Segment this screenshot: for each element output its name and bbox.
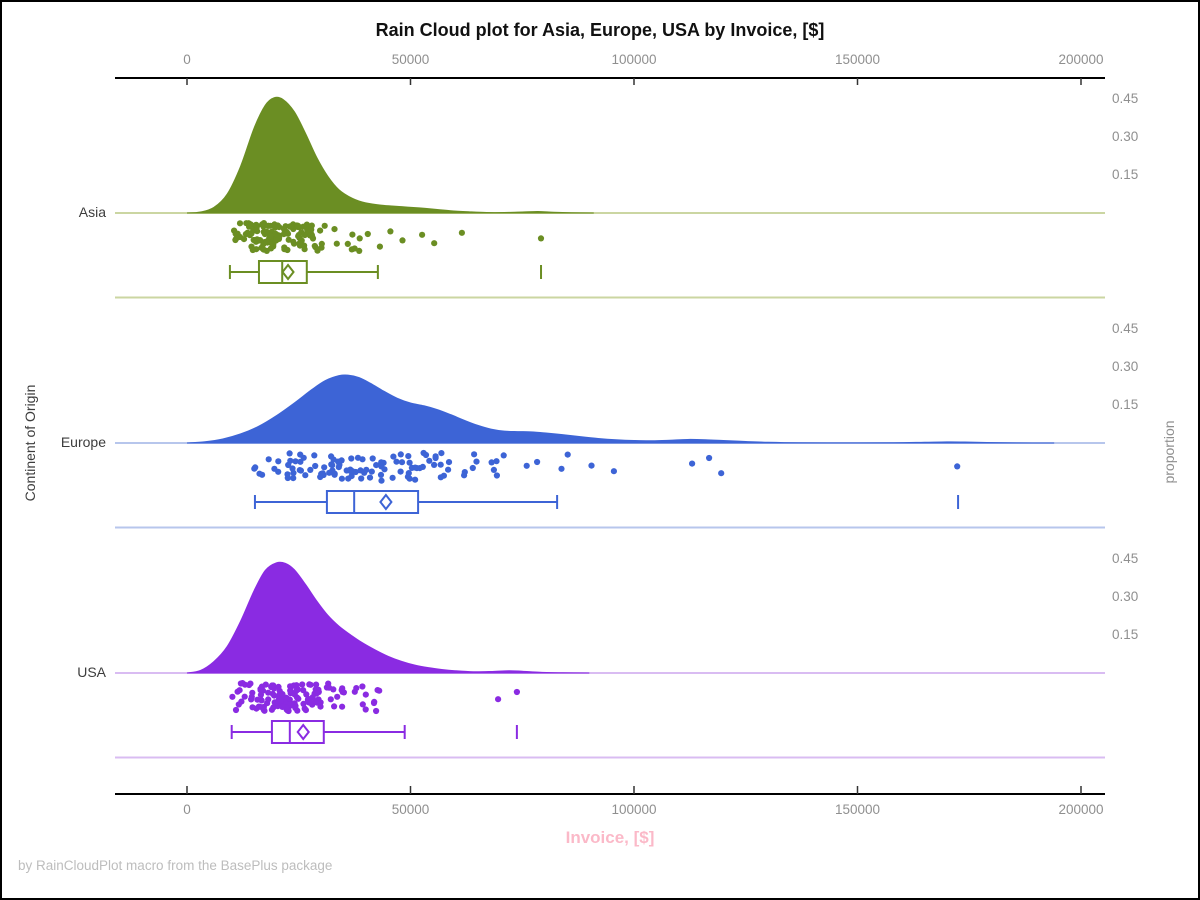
- proportion-tick-label: 0.30: [1112, 589, 1139, 604]
- proportion-tick-label: 0.15: [1112, 627, 1139, 642]
- chart-title: Rain Cloud plot for Asia, Europe, USA by…: [375, 20, 825, 40]
- outlier-point: [718, 470, 725, 477]
- europe-strip-points: [251, 449, 961, 484]
- outlier-point: [495, 696, 502, 703]
- asia-density-curve: [186, 96, 594, 214]
- outlier-point: [431, 240, 438, 247]
- proportion-tick-label: 0.30: [1112, 129, 1139, 144]
- europe-box-plot: [253, 490, 960, 514]
- x-axis-tick-label: 0: [183, 52, 191, 67]
- usa-box-plot: [230, 720, 518, 744]
- outlier-point: [419, 231, 426, 238]
- proportion-tick-label: 0.45: [1112, 551, 1139, 566]
- panel-label-europe: Europe: [60, 434, 106, 450]
- x-axis-tick-label: 100000: [611, 52, 657, 67]
- outlier-point: [706, 454, 713, 462]
- outlier-point: [387, 228, 394, 235]
- x-axis-tick-label: 200000: [1058, 52, 1104, 67]
- usa-density-curve: [186, 561, 590, 674]
- right-axis-title: proportion: [1161, 420, 1177, 484]
- x-axis-tick-label: 150000: [834, 802, 881, 817]
- proportion-tick-label: 0.45: [1112, 321, 1139, 336]
- x-axis-tick-label: 100000: [611, 802, 657, 817]
- panel-label-asia: Asia: [78, 204, 106, 220]
- mean-diamond: [281, 263, 295, 281]
- mean-diamond: [379, 493, 393, 511]
- outlier-point: [954, 463, 961, 470]
- europe-density-curve: [186, 374, 1055, 444]
- panel-asia: [115, 96, 1105, 299]
- x-axis-tick-label: 50000: [391, 802, 430, 817]
- asia-box-plot: [228, 260, 543, 284]
- x-axis-tick-label: 0: [183, 802, 191, 817]
- outlier-point: [399, 237, 406, 244]
- outlier-point: [689, 460, 696, 467]
- asia-strip-points: [231, 220, 545, 254]
- outlier-point: [588, 462, 595, 469]
- mean-diamond: [296, 723, 310, 741]
- proportion-tick-label: 0.30: [1112, 359, 1139, 374]
- usa-strip-points: [229, 680, 521, 715]
- x-axis-title: Invoice, [$]: [565, 828, 655, 847]
- y-axis-title: Continent of Origin: [22, 384, 38, 502]
- outlier-point: [513, 688, 521, 696]
- panel-label-usa: USA: [77, 664, 106, 680]
- panel-usa: [115, 561, 1105, 759]
- proportion-tick-label: 0.45: [1112, 91, 1139, 106]
- x-axes: [115, 77, 1105, 795]
- panel-europe: [115, 374, 1105, 529]
- proportion-tick-label: 0.15: [1112, 167, 1139, 182]
- outlier-point: [537, 235, 545, 242]
- x-axis-tick-label: 50000: [391, 52, 430, 67]
- footer-credit: by RainCloudPlot macro from the BasePlus…: [18, 858, 333, 873]
- proportion-tick-label: 0.15: [1112, 397, 1139, 412]
- x-axis-tick-label: 150000: [834, 52, 881, 67]
- x-axis-tick-label: 200000: [1058, 802, 1104, 817]
- outlier-point: [610, 468, 618, 475]
- outlier-point: [458, 229, 465, 236]
